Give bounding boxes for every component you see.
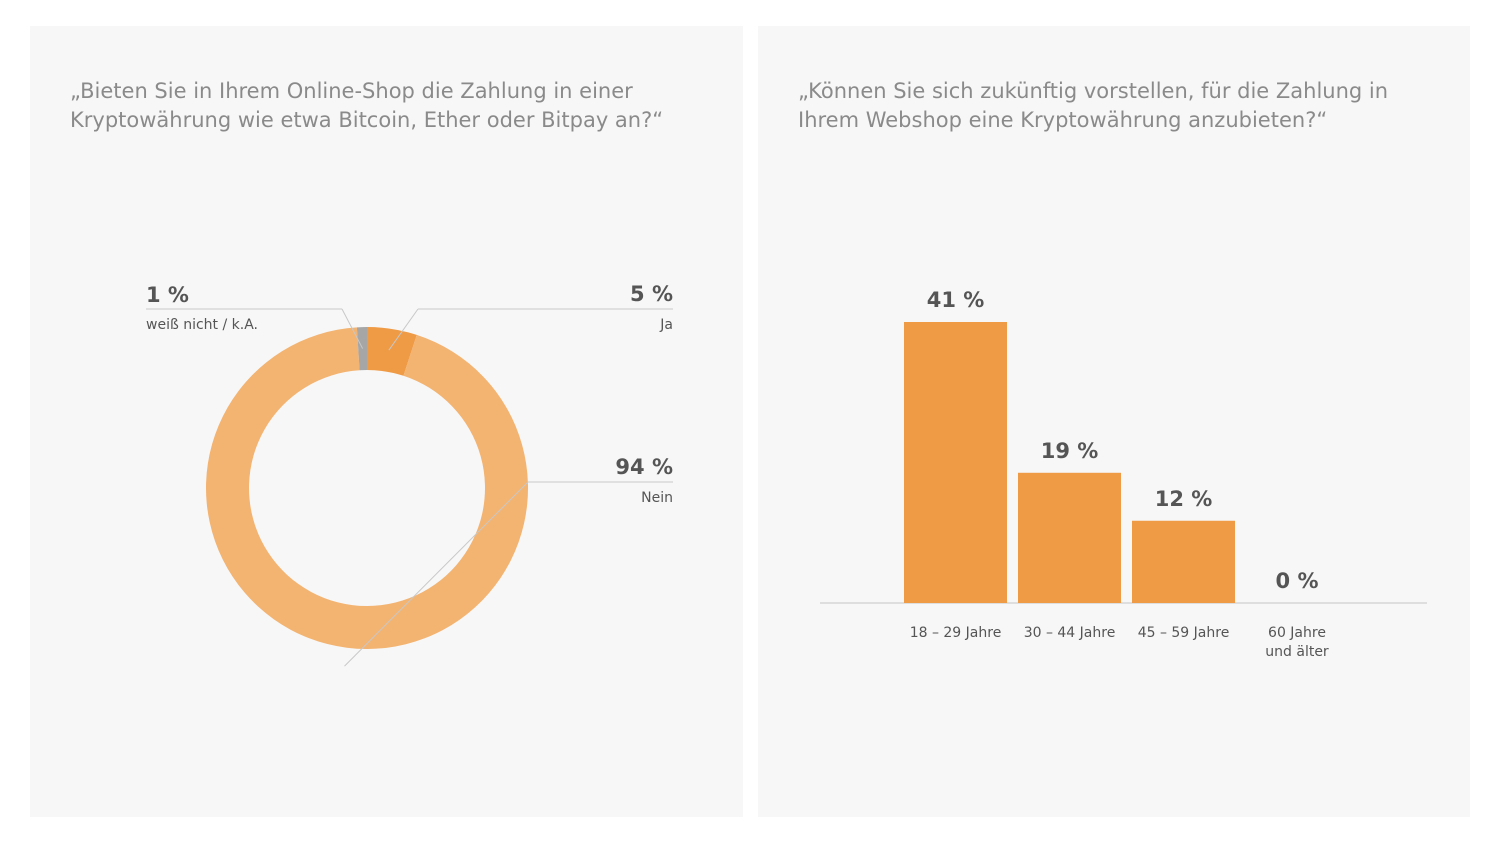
bar-value-label-3: 0 %	[1276, 569, 1319, 593]
x-tick-label-3-0: 60 Jahre	[1268, 625, 1326, 641]
bar-value-label-2: 12 %	[1155, 487, 1213, 511]
bar-question-title: „Können Sie sich zukünftig vorstellen, f…	[798, 79, 1389, 132]
bar-value-label-1: 19 %	[1041, 439, 1099, 463]
bar-1	[1018, 472, 1121, 603]
slice-percent-label-1: 94 %	[615, 455, 673, 479]
slice-percent-label-2: 1 %	[146, 283, 189, 307]
leader-line-d-2	[341, 308, 364, 349]
left-panel: „Bieten Sie in Ihrem Online-Shop die Zah…	[30, 26, 743, 817]
donut-slice-2	[356, 327, 367, 371]
donut-question-title: „Bieten Sie in Ihrem Online-Shop die Zah…	[70, 79, 664, 132]
slice-percent-label-0: 5 %	[630, 282, 673, 306]
right-panel: „Können Sie sich zukünftig vorstellen, f…	[758, 26, 1470, 817]
x-tick-label-1-0: 30 – 44 Jahre	[1024, 625, 1116, 641]
bar-value-label-0: 41 %	[927, 288, 985, 312]
slice-category-label-0: Ja	[659, 317, 673, 333]
slice-category-label-1: Nein	[641, 490, 673, 506]
bar-2	[1132, 520, 1235, 603]
bar-0	[904, 322, 1007, 603]
leader-line-d-0	[388, 308, 419, 351]
x-tick-label-2-0: 45 – 59 Jahre	[1138, 625, 1230, 641]
slice-category-label-2: weiß nicht / k.A.	[146, 317, 258, 333]
x-tick-label-3-1: und älter	[1265, 644, 1329, 660]
leader-line-d-1	[344, 481, 529, 667]
donut-slice-0	[367, 327, 417, 376]
x-tick-label-0-0: 18 – 29 Jahre	[910, 625, 1002, 641]
